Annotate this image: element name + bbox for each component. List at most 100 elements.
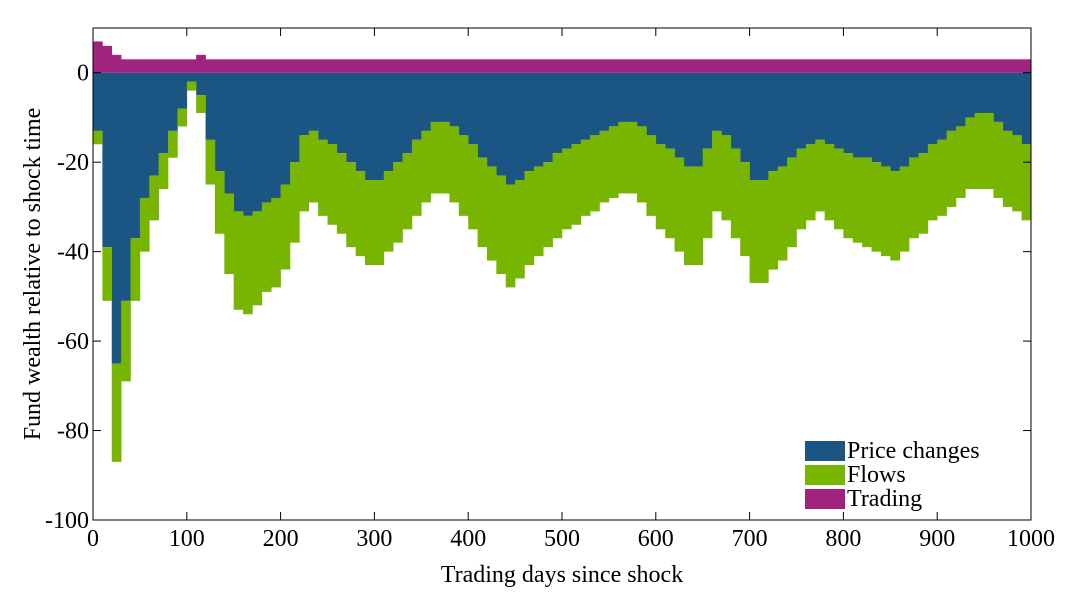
bar — [533, 72, 544, 167]
bar — [562, 72, 572, 149]
bar — [787, 72, 797, 158]
bar — [899, 59, 910, 73]
bar — [280, 59, 291, 73]
bar — [683, 166, 694, 266]
legend-label: Price changes — [847, 438, 980, 464]
bar — [927, 72, 938, 145]
bar — [880, 59, 891, 73]
bar — [580, 139, 591, 216]
bar — [496, 175, 507, 274]
bar — [374, 180, 385, 266]
bar — [515, 59, 525, 73]
bar — [815, 72, 825, 140]
bar — [777, 166, 788, 261]
bar — [252, 72, 263, 212]
bar — [590, 72, 600, 136]
bar — [834, 72, 844, 149]
bar — [627, 59, 638, 73]
bar — [683, 72, 694, 167]
bar — [702, 59, 713, 73]
bar — [796, 59, 807, 73]
bar — [402, 153, 413, 230]
bar — [674, 157, 685, 252]
bar — [430, 121, 441, 194]
bar — [411, 72, 422, 140]
bar — [374, 59, 385, 73]
bar — [655, 144, 666, 230]
bar — [196, 72, 206, 96]
bar — [130, 238, 141, 301]
bar — [299, 72, 310, 136]
bar — [862, 59, 872, 73]
bar — [121, 300, 131, 382]
bar — [449, 126, 460, 203]
bar — [318, 72, 328, 140]
bar — [984, 112, 994, 190]
bar — [168, 130, 178, 158]
bar — [608, 126, 619, 198]
bar — [740, 59, 750, 73]
bar — [205, 72, 216, 140]
bar — [927, 59, 938, 73]
bar — [139, 72, 150, 198]
bar — [243, 59, 253, 73]
bar — [749, 180, 760, 283]
bar — [486, 59, 497, 73]
bar — [318, 59, 328, 73]
bar — [815, 59, 825, 73]
bar — [665, 59, 675, 73]
bar — [918, 72, 929, 154]
bar — [787, 59, 797, 73]
bar — [224, 193, 234, 274]
bar — [365, 72, 375, 181]
bar — [580, 59, 591, 73]
bar — [111, 363, 122, 462]
bar — [496, 72, 507, 176]
bar — [393, 162, 403, 243]
bar — [130, 59, 141, 73]
bar — [871, 59, 882, 73]
bar — [608, 72, 619, 127]
bar — [871, 72, 882, 163]
bar — [749, 59, 760, 73]
bar — [627, 121, 638, 194]
x-tick-label: 900 — [919, 526, 955, 552]
bar — [965, 59, 976, 73]
bar — [880, 166, 891, 257]
legend-swatch — [805, 465, 845, 485]
bar — [787, 157, 797, 248]
bar — [177, 108, 188, 127]
bar — [1021, 72, 1032, 145]
bar — [590, 59, 600, 73]
bar — [721, 135, 732, 221]
bar — [646, 59, 657, 73]
bar — [721, 72, 732, 136]
bar — [712, 130, 722, 212]
bar — [243, 215, 253, 315]
bar — [308, 59, 319, 73]
bar — [974, 72, 985, 113]
bar — [196, 95, 206, 113]
bar — [496, 59, 507, 73]
bar — [993, 72, 1004, 122]
bar — [383, 59, 394, 73]
bar — [683, 59, 694, 73]
x-tick-label: 200 — [263, 526, 299, 552]
bar — [224, 72, 234, 194]
bar — [852, 72, 863, 158]
y-tick-label: -60 — [57, 329, 89, 355]
bar — [318, 139, 328, 216]
bar — [758, 72, 769, 181]
bar — [177, 72, 188, 109]
bar — [158, 59, 169, 73]
bar — [524, 171, 535, 266]
bar — [289, 162, 300, 243]
bar — [955, 59, 966, 73]
bar — [890, 72, 900, 172]
bar — [205, 59, 216, 73]
bar — [130, 72, 141, 239]
bar — [93, 41, 103, 73]
bar — [336, 59, 347, 73]
bar — [543, 162, 553, 248]
